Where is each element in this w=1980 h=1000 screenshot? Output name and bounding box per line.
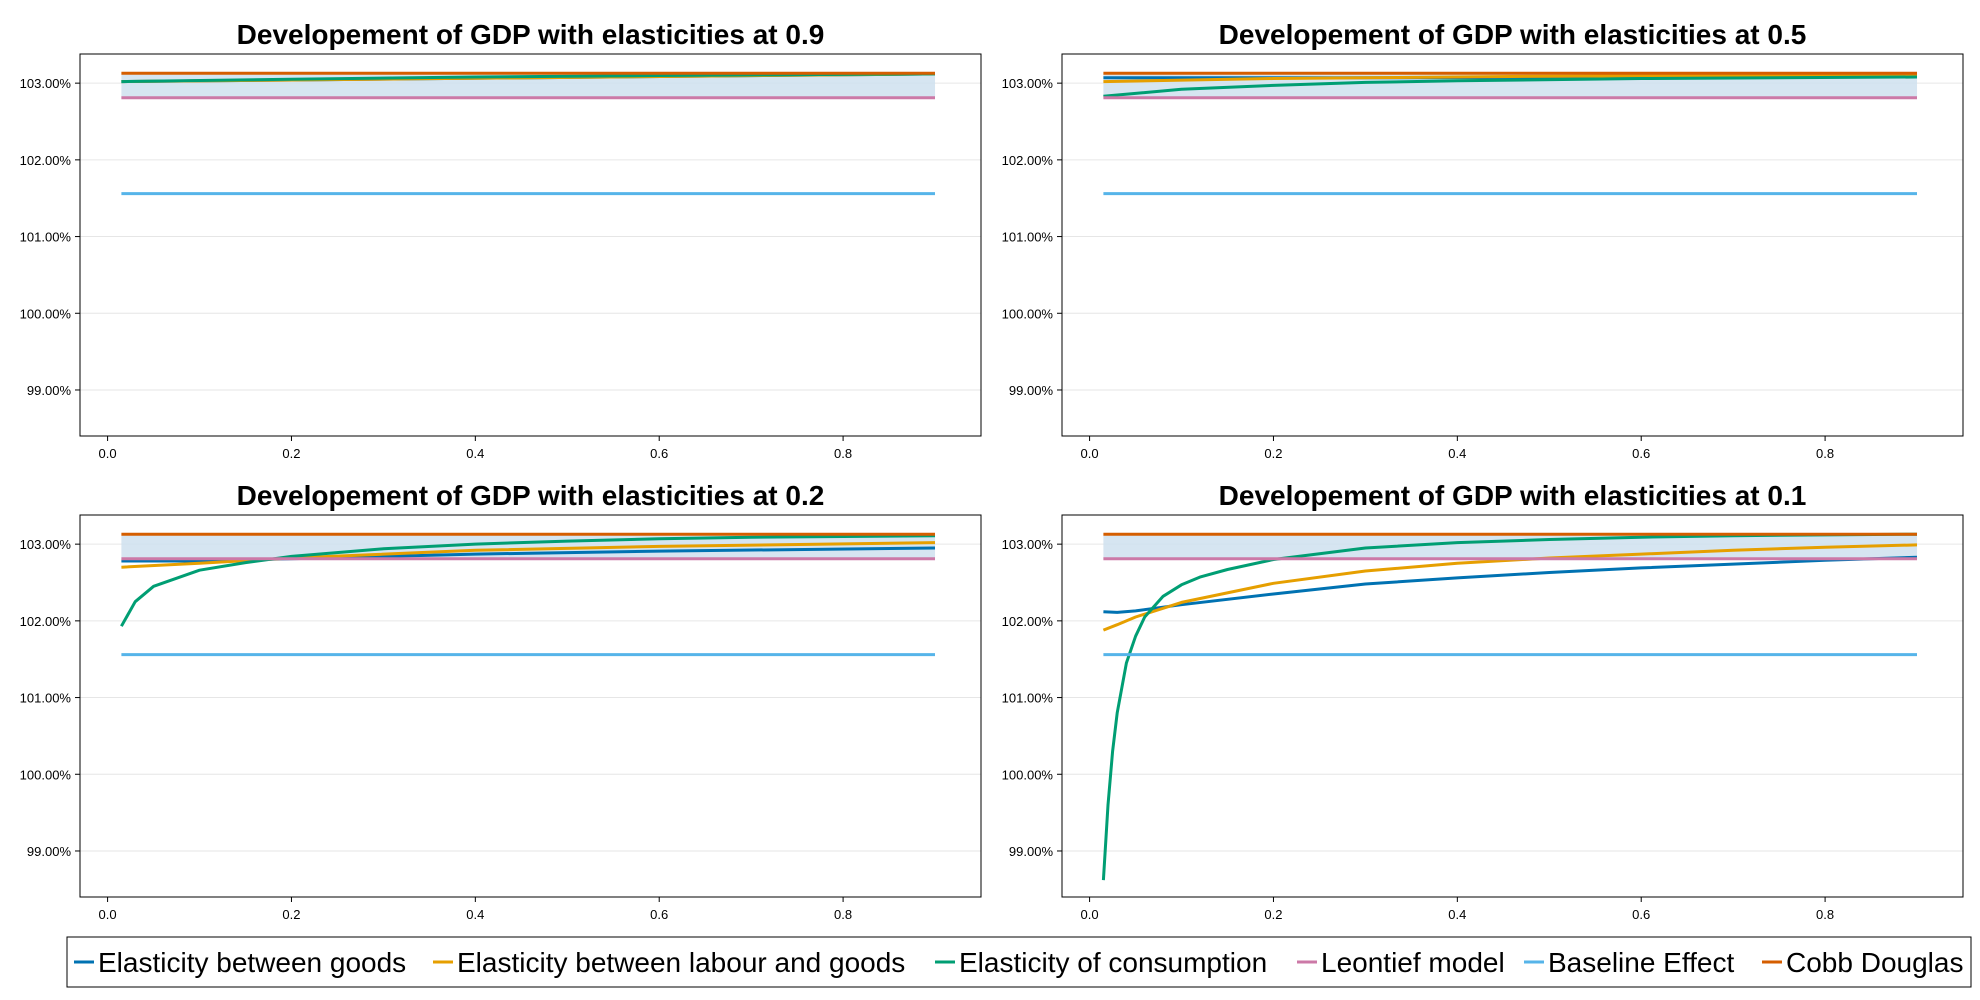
x-tick-label: 0.4 [1448, 907, 1466, 922]
y-tick-label: 101.00% [1002, 230, 1054, 245]
y-tick-label: 102.00% [1002, 614, 1054, 629]
x-tick-label: 0.0 [1081, 446, 1099, 461]
x-tick-label: 0.8 [1816, 907, 1834, 922]
x-tick-label: 0.6 [650, 446, 668, 461]
x-tick-label: 0.2 [1264, 446, 1282, 461]
y-tick-label: 99.00% [1009, 383, 1054, 398]
axes-frame [79, 514, 982, 898]
y-tick-label: 100.00% [1002, 306, 1054, 321]
legend: Elasticity between goods Elasticity betwe… [66, 936, 1972, 988]
series-line-elasticity-of-consumption [121, 72, 936, 84]
y-tick-label: 101.00% [20, 691, 72, 706]
chart-panel-3: Developement of GDP with elasticities at… [20, 480, 982, 922]
y-tick-label: 102.00% [20, 614, 72, 629]
x-tick-label: 0.0 [1081, 907, 1099, 922]
y-tick-label: 100.00% [1002, 767, 1054, 782]
x-tick-label: 0.4 [466, 907, 484, 922]
series-line-elasticity-of-consumption [1103, 75, 1918, 98]
legend-label: Cobb Douglas [1786, 947, 1963, 978]
chart-panels: Developement of GDP with elasticities at… [20, 19, 1964, 922]
x-tick-label: 0.8 [834, 907, 852, 922]
axes-frame [1061, 53, 1964, 437]
x-tick-label: 0.2 [282, 907, 300, 922]
series-line-elasticity-between-labour-and-goods [1102, 543, 1918, 632]
series-line-elasticity-between-goods [1103, 555, 1918, 614]
chart-panel-1: Developement of GDP with elasticities at… [20, 19, 982, 461]
series-line-elasticity-of-consumption [120, 534, 936, 627]
range-band [1103, 534, 1918, 559]
x-tick-label: 0.6 [1632, 907, 1650, 922]
y-tick-label: 101.00% [1002, 691, 1054, 706]
x-tick-label: 0.0 [99, 446, 117, 461]
y-tick-label: 103.00% [1002, 76, 1054, 91]
panel-title: Developement of GDP with elasticities at… [1219, 480, 1807, 511]
y-tick-label: 99.00% [27, 383, 72, 398]
y-tick-label: 103.00% [1002, 537, 1054, 552]
chart-panel-4: Developement of GDP with elasticities at… [1002, 480, 1964, 922]
y-tick-label: 100.00% [20, 306, 72, 321]
x-tick-label: 0.4 [1448, 446, 1466, 461]
y-tick-label: 102.00% [1002, 153, 1054, 168]
x-tick-label: 0.8 [1816, 446, 1834, 461]
chart-panel-2: Developement of GDP with elasticities at… [1002, 19, 1964, 461]
legend-label: Baseline Effect [1548, 947, 1734, 978]
y-tick-label: 103.00% [20, 537, 72, 552]
x-tick-label: 0.6 [650, 907, 668, 922]
series-line-elasticity-between-labour-and-goods [1103, 73, 1918, 84]
y-tick-label: 103.00% [20, 76, 72, 91]
x-tick-label: 0.8 [834, 446, 852, 461]
x-tick-label: 0.0 [99, 907, 117, 922]
series-line-elasticity-between-labour-and-goods [121, 541, 936, 569]
legend-label: Elasticity of consumption [959, 947, 1267, 978]
panel-title: Developement of GDP with elasticities at… [237, 480, 825, 511]
y-tick-label: 99.00% [1009, 844, 1054, 859]
x-tick-label: 0.2 [282, 446, 300, 461]
series-line-elasticity-of-consumption [1101, 532, 1918, 881]
axes-frame [79, 53, 982, 437]
x-tick-label: 0.6 [1632, 446, 1650, 461]
y-tick-label: 101.00% [20, 230, 72, 245]
panel-title: Developement of GDP with elasticities at… [237, 19, 825, 50]
axes-frame [1061, 514, 1964, 898]
y-tick-label: 102.00% [20, 153, 72, 168]
x-tick-label: 0.2 [1264, 907, 1282, 922]
legend-label: Leontief model [1321, 947, 1505, 978]
y-tick-label: 99.00% [27, 844, 72, 859]
legend-box [66, 936, 1972, 988]
legend-label: Elasticity between goods [98, 947, 406, 978]
legend-label: Elasticity between labour and goods [457, 947, 905, 978]
x-tick-label: 0.4 [466, 446, 484, 461]
panel-title: Developement of GDP with elasticities at… [1219, 19, 1807, 50]
y-tick-label: 100.00% [20, 767, 72, 782]
series-line-elasticity-between-goods [121, 546, 936, 563]
